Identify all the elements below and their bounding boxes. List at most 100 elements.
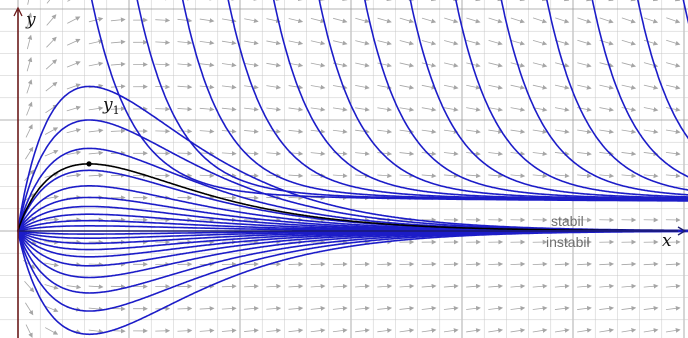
direction-arrow <box>332 261 348 267</box>
direction-arrow <box>399 261 415 267</box>
direction-arrow <box>44 305 59 313</box>
direction-arrow <box>66 128 82 134</box>
direction-arrow <box>244 306 259 311</box>
direction-arrow <box>332 40 348 46</box>
curve-label-y1: y1 <box>102 95 120 117</box>
direction-arrow <box>45 81 58 92</box>
direction-arrow <box>488 283 504 289</box>
direction-arrow <box>399 283 415 289</box>
direction-arrow <box>599 261 615 267</box>
direction-arrow <box>443 173 459 179</box>
direction-arrow <box>510 173 526 179</box>
direction-arrow <box>27 0 30 5</box>
direction-arrow <box>443 84 459 90</box>
direction-arrow <box>577 283 592 289</box>
solution-curve-lower <box>17 230 688 336</box>
direction-arrow <box>532 84 548 90</box>
direction-arrow <box>177 128 193 134</box>
direction-arrow <box>443 107 459 112</box>
direction-arrow <box>110 84 126 89</box>
direction-arrow <box>621 107 637 112</box>
direction-arrow <box>199 128 215 134</box>
direction-arrow <box>66 284 82 290</box>
direction-arrow <box>577 84 592 90</box>
direction-arrow <box>532 151 548 157</box>
direction-arrow <box>532 17 548 24</box>
direction-arrow <box>66 150 82 156</box>
direction-arrow <box>332 283 348 289</box>
direction-arrow <box>421 328 437 333</box>
direction-arrow <box>199 306 215 311</box>
direction-arrow <box>44 127 59 135</box>
direction-arrow <box>310 129 326 134</box>
direction-arrow <box>310 18 326 24</box>
direction-arrow <box>643 39 659 46</box>
direction-arrow <box>510 17 525 24</box>
direction-arrow <box>377 173 393 179</box>
direction-arrow <box>621 39 636 46</box>
direction-arrow <box>554 107 570 112</box>
direction-arrow <box>199 106 215 112</box>
direction-arrow <box>488 173 504 179</box>
direction-arrow <box>355 328 370 333</box>
direction-arrow <box>554 151 570 157</box>
direction-arrow <box>421 283 437 289</box>
curve-label-subscript: 1 <box>113 104 120 117</box>
direction-arrow <box>643 328 659 333</box>
direction-arrow <box>88 39 104 45</box>
direction-arrow <box>221 62 237 68</box>
direction-arrow <box>621 261 637 267</box>
direction-arrow <box>355 62 370 68</box>
labels: y x y1 stabil instabil <box>25 10 672 251</box>
direction-arrow <box>310 283 326 289</box>
direction-arrow <box>666 17 681 24</box>
direction-arrow <box>177 151 193 156</box>
direction-arrow <box>88 172 104 178</box>
direction-arrow <box>355 261 370 267</box>
direction-arrow <box>665 261 681 267</box>
direction-arrow <box>643 129 659 134</box>
solution-curve-decaying <box>546 0 688 191</box>
direction-arrow <box>554 305 570 311</box>
direction-arrow <box>599 107 614 112</box>
direction-arrow <box>532 39 548 46</box>
direction-arrow <box>444 40 459 46</box>
direction-arrow <box>421 17 437 24</box>
direction-arrow <box>24 280 35 293</box>
direction-arrow <box>355 17 370 24</box>
highlight-max-point <box>86 161 92 167</box>
direction-arrow <box>155 40 171 45</box>
direction-arrow <box>621 173 637 179</box>
direction-arrow <box>310 261 326 267</box>
direction-arrow <box>332 328 348 333</box>
direction-arrow <box>421 84 437 90</box>
direction-arrow <box>621 62 637 68</box>
direction-arrow <box>27 12 33 28</box>
direction-arrow <box>66 83 81 90</box>
direction-arrow <box>377 62 392 68</box>
direction-arrow <box>355 84 370 90</box>
direction-arrow <box>332 84 348 90</box>
direction-arrow <box>621 151 637 157</box>
direction-arrow <box>665 129 681 134</box>
direction-arrow <box>621 305 637 311</box>
direction-arrow <box>377 107 392 112</box>
curve-label-main: y <box>102 95 113 115</box>
direction-arrow <box>488 107 503 112</box>
direction-arrow <box>25 324 33 338</box>
direction-arrow <box>177 40 193 45</box>
direction-arrow <box>310 195 326 201</box>
direction-arrow <box>199 18 215 23</box>
direction-arrow <box>399 107 415 112</box>
direction-arrow <box>443 151 459 157</box>
direction-arrow <box>199 151 215 156</box>
direction-arrow <box>443 261 459 267</box>
direction-arrow <box>643 283 659 289</box>
direction-arrow <box>488 328 504 333</box>
direction-arrow <box>577 261 592 267</box>
direction-arrow <box>621 328 637 333</box>
direction-arrow <box>643 173 659 179</box>
direction-arrow <box>310 62 326 68</box>
direction-arrow <box>46 0 51 4</box>
direction-arrow <box>599 328 615 333</box>
